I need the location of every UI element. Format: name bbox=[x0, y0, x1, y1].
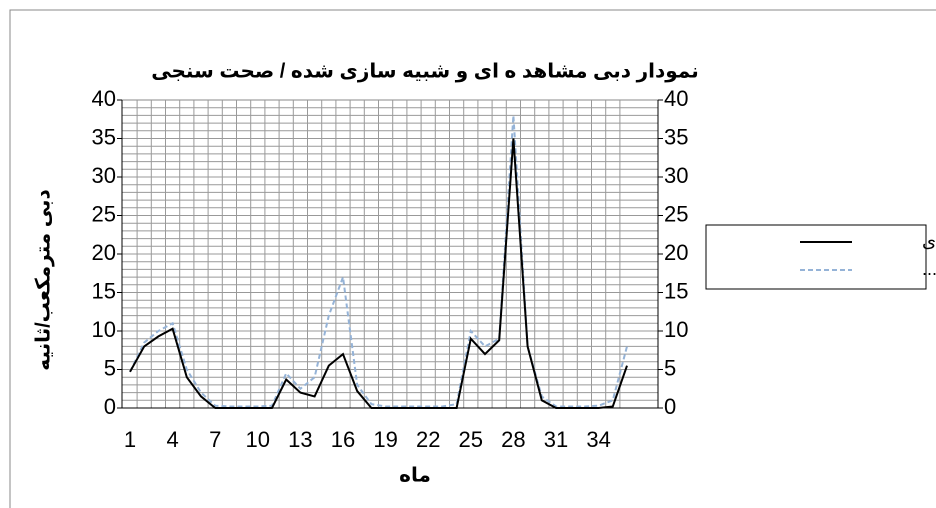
series-line bbox=[129, 115, 628, 408]
x-axis-label: ماه bbox=[399, 464, 431, 486]
x-tick-label: 13 bbox=[288, 427, 312, 452]
x-tick-label: 10 bbox=[246, 427, 270, 452]
y-tick-label: 20 bbox=[92, 240, 116, 265]
y2-tick-label: 5 bbox=[664, 355, 676, 380]
y2-tick-label: 35 bbox=[664, 124, 688, 149]
x-tick-label: 25 bbox=[459, 427, 483, 452]
legend-box bbox=[705, 224, 927, 290]
x-tick-label: 34 bbox=[586, 427, 610, 452]
chart-title: نمودار دبی مشاهد ه ای و شبیه سازی شده / … bbox=[151, 60, 698, 82]
y2-tick-label: 10 bbox=[664, 317, 688, 342]
x-tick-label: 22 bbox=[416, 427, 440, 452]
y-tick-label: 10 bbox=[92, 317, 116, 342]
y2-tick-label: 0 bbox=[664, 394, 676, 419]
x-tick-label: 16 bbox=[331, 427, 355, 452]
y-axis-label: دبی مترمکعب/ثانیه bbox=[32, 189, 54, 370]
series-line bbox=[129, 138, 628, 409]
y-tick-label: 15 bbox=[92, 278, 116, 303]
y-tick-label: 30 bbox=[92, 163, 116, 188]
y2-tick-label: 20 bbox=[664, 240, 688, 265]
x-tick-label: 19 bbox=[373, 427, 397, 452]
y-tick-label: 0 bbox=[104, 394, 116, 419]
y-tick-label: 35 bbox=[92, 124, 116, 149]
y2-tick-label: 30 bbox=[664, 163, 688, 188]
legend-label: شبیه... bbox=[922, 259, 936, 279]
x-tick-label: 31 bbox=[544, 427, 568, 452]
y2-tick-label: 25 bbox=[664, 201, 688, 226]
x-tick-label: 4 bbox=[166, 427, 178, 452]
y2-tick-label: 40 bbox=[664, 86, 688, 111]
x-tick-label: 1 bbox=[124, 427, 136, 452]
y-tick-label: 25 bbox=[92, 201, 116, 226]
y-tick-label: 5 bbox=[104, 355, 116, 380]
y-tick-label: 40 bbox=[92, 86, 116, 111]
x-tick-label: 28 bbox=[501, 427, 525, 452]
y2-tick-label: 15 bbox=[664, 278, 688, 303]
x-tick-label: 7 bbox=[209, 427, 221, 452]
